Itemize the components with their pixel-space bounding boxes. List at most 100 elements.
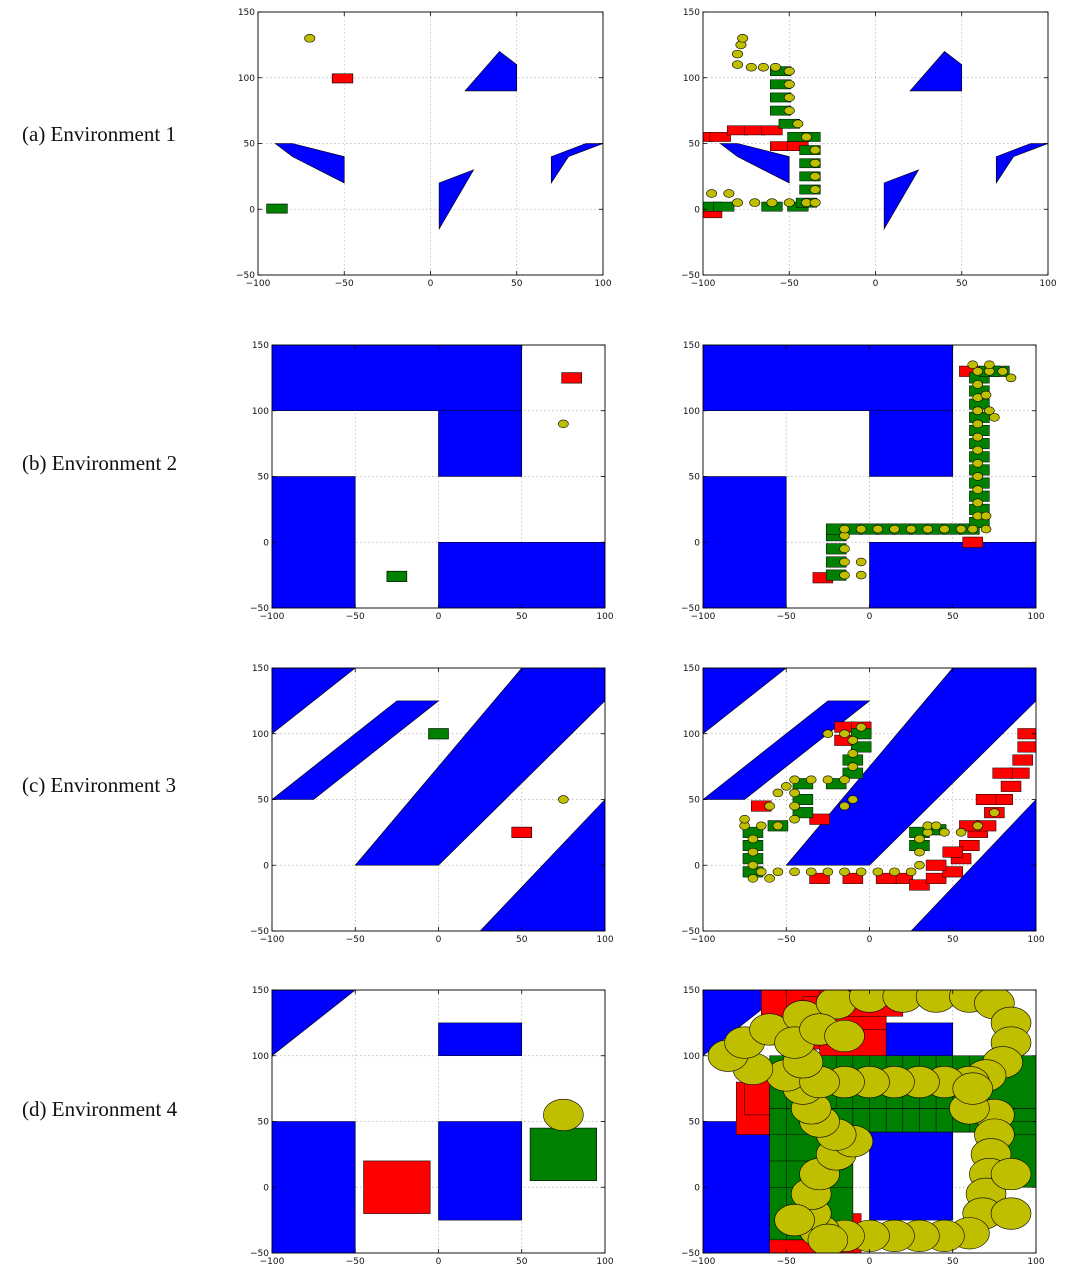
path-robot-marker — [805, 775, 817, 785]
obstacle-4 — [550, 143, 603, 184]
y-tick-label: 100 — [252, 730, 269, 740]
path-robot-marker — [922, 524, 934, 534]
path-robot-marker — [772, 788, 784, 798]
path-robot-marker — [755, 867, 767, 877]
path-goal-box — [1017, 741, 1036, 753]
path-start-box — [792, 807, 814, 819]
plot-area — [703, 668, 1036, 931]
y-tick-label: 50 — [689, 796, 701, 806]
path-robot-marker — [839, 557, 850, 567]
x-tick-label: 100 — [1027, 1257, 1044, 1267]
path-goal-box — [962, 536, 983, 548]
goal-box — [561, 372, 582, 384]
path-robot-marker — [972, 445, 984, 455]
y-tick-label: 100 — [252, 1052, 269, 1062]
path-robot-marker — [732, 198, 743, 207]
y-tick-label: 50 — [689, 1118, 701, 1128]
path-robot-marker — [809, 185, 821, 194]
path-robot-marker — [914, 847, 925, 857]
obstacle-3 — [272, 1121, 356, 1253]
path-robot-marker — [847, 736, 859, 745]
plot-area — [272, 668, 605, 931]
path-goal-box — [942, 846, 963, 858]
path-goal-box — [925, 859, 947, 871]
obstacle-2 — [719, 143, 790, 184]
path-goal-box — [942, 866, 963, 878]
obstacle-4 — [995, 143, 1048, 184]
x-tick-label: 100 — [1027, 612, 1044, 622]
path-robot-marker — [737, 34, 749, 43]
path-robot-marker — [872, 867, 884, 877]
y-tick-label: 100 — [683, 74, 700, 84]
path-robot-marker — [764, 801, 775, 811]
path-robot-marker — [839, 867, 850, 877]
path-robot-marker — [972, 472, 984, 481]
path-robot-marker — [774, 1204, 815, 1237]
robot-marker — [304, 34, 316, 43]
path-robot-marker — [990, 1197, 1032, 1230]
path-robot-marker — [1005, 373, 1017, 383]
obstacle-2 — [438, 410, 523, 477]
path-robot-marker — [747, 874, 759, 883]
path-robot-marker — [939, 524, 950, 534]
path-start-box — [850, 741, 872, 753]
path-robot-marker — [822, 775, 834, 785]
obstacle-4 — [910, 799, 1036, 931]
y-tick-label: 0 — [694, 538, 700, 548]
path-goal-box — [709, 132, 731, 142]
path-robot-marker — [732, 49, 743, 59]
path-robot-marker — [769, 62, 781, 72]
x-tick-label: −50 — [777, 612, 796, 622]
y-tick-label: 150 — [683, 664, 700, 674]
path-robot-marker — [772, 821, 784, 831]
y-tick-label: −50 — [250, 1249, 269, 1259]
path-robot-marker — [747, 847, 759, 857]
path-goal-box — [925, 872, 947, 884]
path-robot-marker — [855, 557, 867, 567]
path-robot-marker — [989, 808, 1000, 817]
x-tick-label: 100 — [1027, 935, 1044, 945]
plot-area — [266, 34, 603, 231]
x-tick-label: 50 — [516, 935, 528, 945]
path-robot-marker — [789, 775, 800, 785]
path-robot-marker — [801, 132, 812, 142]
path-robot-marker — [747, 861, 759, 870]
path-robot-marker — [972, 406, 984, 415]
y-tick-label: −50 — [681, 604, 700, 614]
obstacle-2 — [274, 143, 345, 184]
x-tick-label: 50 — [947, 1257, 959, 1267]
path-robot-marker — [972, 821, 984, 831]
path-goal-box — [992, 767, 1013, 779]
x-tick-label: 0 — [436, 935, 442, 945]
path-goal-box — [1012, 754, 1033, 766]
path-robot-marker — [783, 198, 795, 207]
obstacle-1 — [272, 345, 523, 412]
y-tick-label: −50 — [236, 271, 255, 281]
path-start-box — [713, 201, 735, 212]
x-tick-label: 0 — [867, 612, 873, 622]
obstacle-3 — [272, 476, 356, 608]
path-robot-marker — [980, 524, 992, 534]
path-robot-marker — [772, 867, 784, 877]
x-tick-label: −100 — [691, 935, 716, 945]
path-robot-marker — [972, 380, 984, 389]
path-robot-marker — [839, 570, 850, 580]
x-tick-label: −100 — [260, 935, 285, 945]
path-robot-marker — [783, 80, 795, 89]
path-robot-marker — [789, 788, 800, 798]
y-tick-label: −50 — [250, 927, 269, 937]
path-robot-marker — [855, 524, 867, 534]
path-robot-marker — [809, 172, 821, 181]
path-robot-marker — [955, 524, 967, 534]
x-tick-label: −50 — [780, 279, 799, 289]
y-tick-label: 100 — [252, 407, 269, 417]
path-start-box — [792, 793, 814, 806]
path-robot-marker — [732, 60, 743, 69]
x-tick-label: −100 — [691, 1257, 716, 1267]
path-robot-marker — [855, 722, 867, 732]
x-tick-label: 0 — [867, 935, 873, 945]
